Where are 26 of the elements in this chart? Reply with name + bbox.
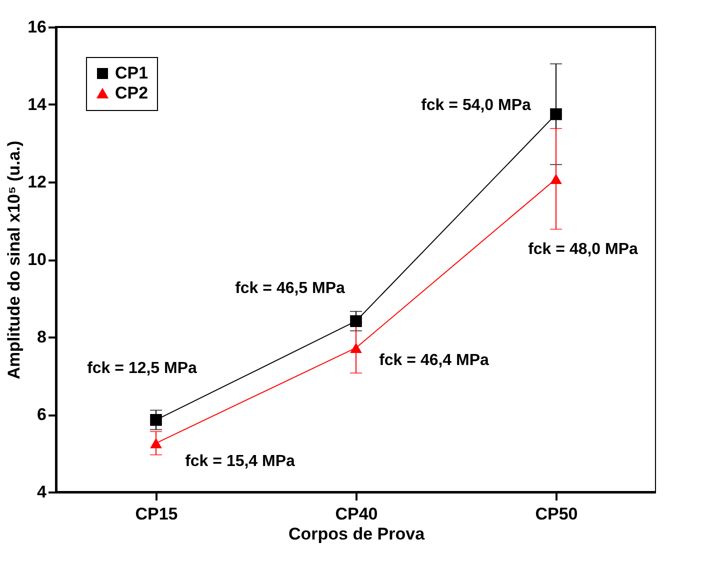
annotation: fck = 46,4 MPa <box>379 352 490 369</box>
y-tick-label: 14 <box>28 95 48 114</box>
point <box>550 174 562 184</box>
point <box>350 315 362 328</box>
y-tick-label: 12 <box>28 172 46 192</box>
annotation: fck = 48,0 MPa <box>528 241 638 258</box>
x-tick-label: CP40 <box>335 504 378 524</box>
legend-label: CP2 <box>115 84 148 102</box>
y-tick-label: 16 <box>28 18 46 36</box>
annotation: fck = 15,4 MPa <box>185 453 296 470</box>
point <box>150 438 162 448</box>
point <box>550 108 562 120</box>
x-tick-label: CP15 <box>135 504 178 524</box>
y-tick-label: 8 <box>37 328 46 346</box>
point <box>150 414 162 426</box>
x-tick-label: CP50 <box>535 504 578 524</box>
annotation: fck = 12,5 MPa <box>87 360 198 377</box>
annotation: fck = 54,0 MPa <box>421 97 532 114</box>
x-axis-title: Corpos de Prova <box>288 524 426 544</box>
y-tick-label: 6 <box>37 405 46 424</box>
legend-label: CP1 <box>115 64 148 82</box>
y-axis-title: Amplitude do sinal x10⁵ (u.a.) <box>4 140 24 380</box>
y-tick-label: 10 <box>28 250 46 269</box>
annotation: fck = 46,5 MPa <box>235 280 346 297</box>
y-tick-label: 4 <box>37 482 48 502</box>
point <box>350 342 362 353</box>
